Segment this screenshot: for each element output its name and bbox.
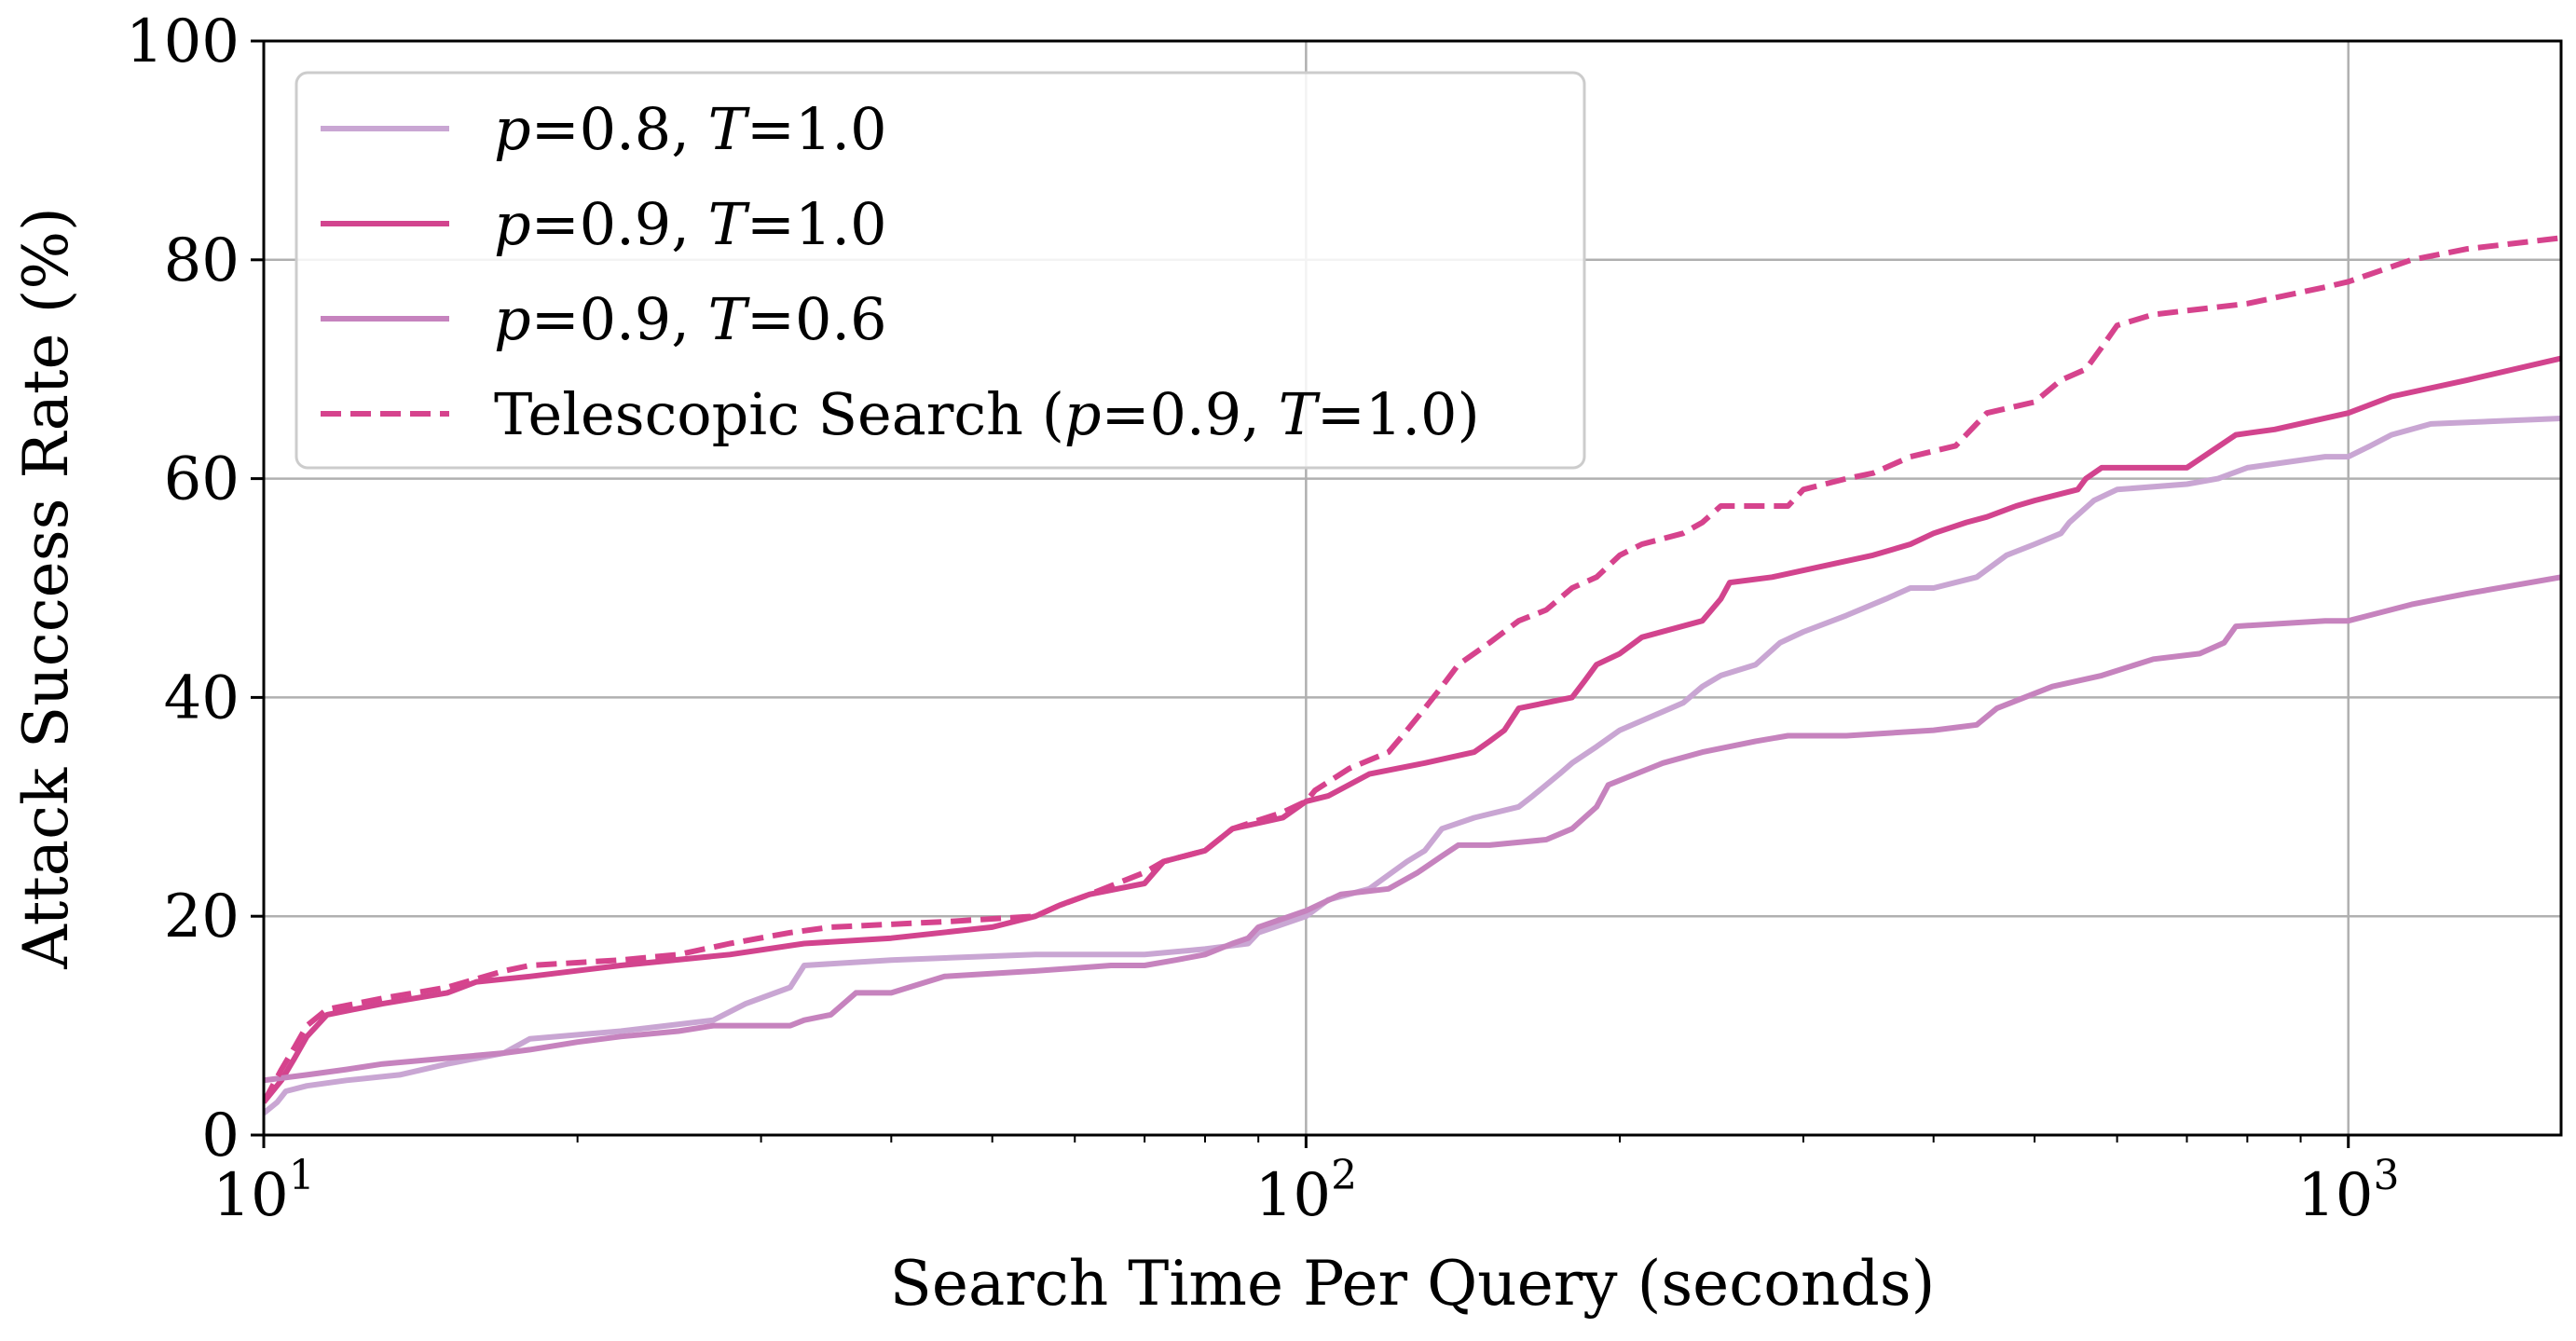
- y-tick-label: 60: [164, 445, 240, 514]
- series-line-1: [264, 416, 2561, 1115]
- series-line-2: [264, 355, 2561, 1104]
- legend-label: p=0.9, T=1.0: [494, 190, 887, 258]
- y-tick-label: 0: [201, 1102, 240, 1170]
- legend: p=0.8, T=1.0 p=0.9, T=1.0 p=0.9, T=0.6 Tele…: [295, 71, 1586, 470]
- legend-label: Telescopic Search (p=0.9, T=1.0): [494, 380, 1480, 448]
- x-tick-label: 103: [2297, 1152, 2399, 1230]
- x-tick-label: 101: [212, 1152, 314, 1230]
- y-tick-label: 100: [126, 7, 240, 76]
- legend-label: p=0.8, T=1.0: [494, 95, 887, 163]
- series-lines: [264, 235, 2561, 1115]
- y-tick-label: 40: [164, 664, 240, 732]
- x-axis-label: Search Time Per Query (seconds): [890, 1248, 1936, 1320]
- plot-frame: [262, 39, 2563, 1137]
- y-tick-label: 20: [164, 883, 240, 951]
- legend-box: [295, 71, 1586, 470]
- series-line-3: [264, 574, 2561, 1084]
- series-line-4: [264, 235, 2561, 1104]
- y-axis-label: Attack Success Rate (%): [10, 207, 82, 970]
- axis-ticks: 0 20 40 60 80 100 101 102 103: [126, 7, 2400, 1230]
- y-tick-label: 80: [164, 226, 240, 295]
- legend-label: p=0.9, T=0.6: [494, 285, 887, 353]
- x-tick-label: 102: [1255, 1152, 1357, 1230]
